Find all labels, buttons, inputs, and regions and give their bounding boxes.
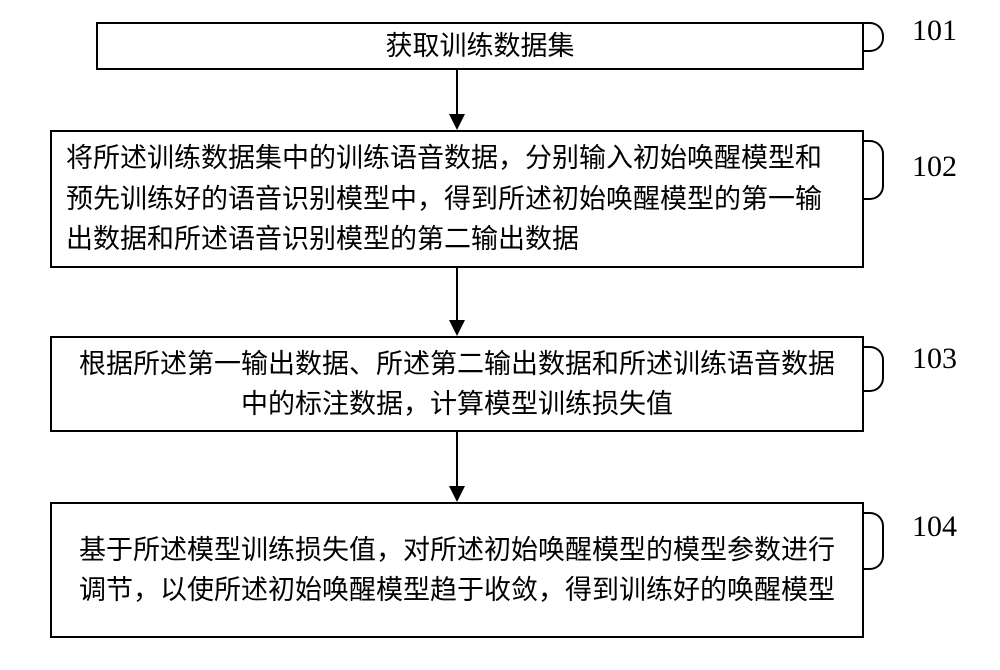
arrow-1-2-head bbox=[449, 114, 465, 130]
flowchart-canvas: 获取训练数据集 101 将所述训练数据集中的训练语音数据，分别输入初始唤醒模型和… bbox=[0, 0, 1000, 670]
bracket-3 bbox=[864, 346, 884, 392]
arrow-3-4-line bbox=[456, 432, 458, 486]
flow-node-3-text: 根据所述第一输出数据、所述第二输出数据和所述训练语音数据中的标注数据，计算模型训… bbox=[66, 344, 848, 425]
flow-node-3: 根据所述第一输出数据、所述第二输出数据和所述训练语音数据中的标注数据，计算模型训… bbox=[50, 336, 864, 432]
flow-node-4: 基于所述模型训练损失值，对所述初始唤醒模型的模型参数进行调节，以使所述初始唤醒模… bbox=[50, 502, 864, 638]
flow-node-2-text: 将所述训练数据集中的训练语音数据，分别输入初始唤醒模型和预先训练好的语音识别模型… bbox=[66, 138, 848, 260]
flow-node-4-text: 基于所述模型训练损失值，对所述初始唤醒模型的模型参数进行调节，以使所述初始唤醒模… bbox=[66, 530, 848, 611]
arrow-2-3-head bbox=[449, 320, 465, 336]
arrow-1-2-line bbox=[456, 70, 458, 114]
bracket-4 bbox=[864, 512, 884, 570]
flow-label-1: 101 bbox=[912, 14, 957, 48]
arrow-2-3-line bbox=[456, 268, 458, 320]
flow-label-4: 104 bbox=[912, 510, 957, 544]
flow-node-1-text: 获取训练数据集 bbox=[386, 26, 575, 67]
arrow-3-4-head bbox=[449, 486, 465, 502]
flow-node-2: 将所述训练数据集中的训练语音数据，分别输入初始唤醒模型和预先训练好的语音识别模型… bbox=[50, 130, 864, 268]
flow-label-2: 102 bbox=[912, 150, 957, 184]
flow-label-3: 103 bbox=[912, 342, 957, 376]
bracket-1 bbox=[864, 22, 884, 52]
flow-node-1: 获取训练数据集 bbox=[96, 22, 864, 70]
bracket-2 bbox=[864, 140, 884, 200]
